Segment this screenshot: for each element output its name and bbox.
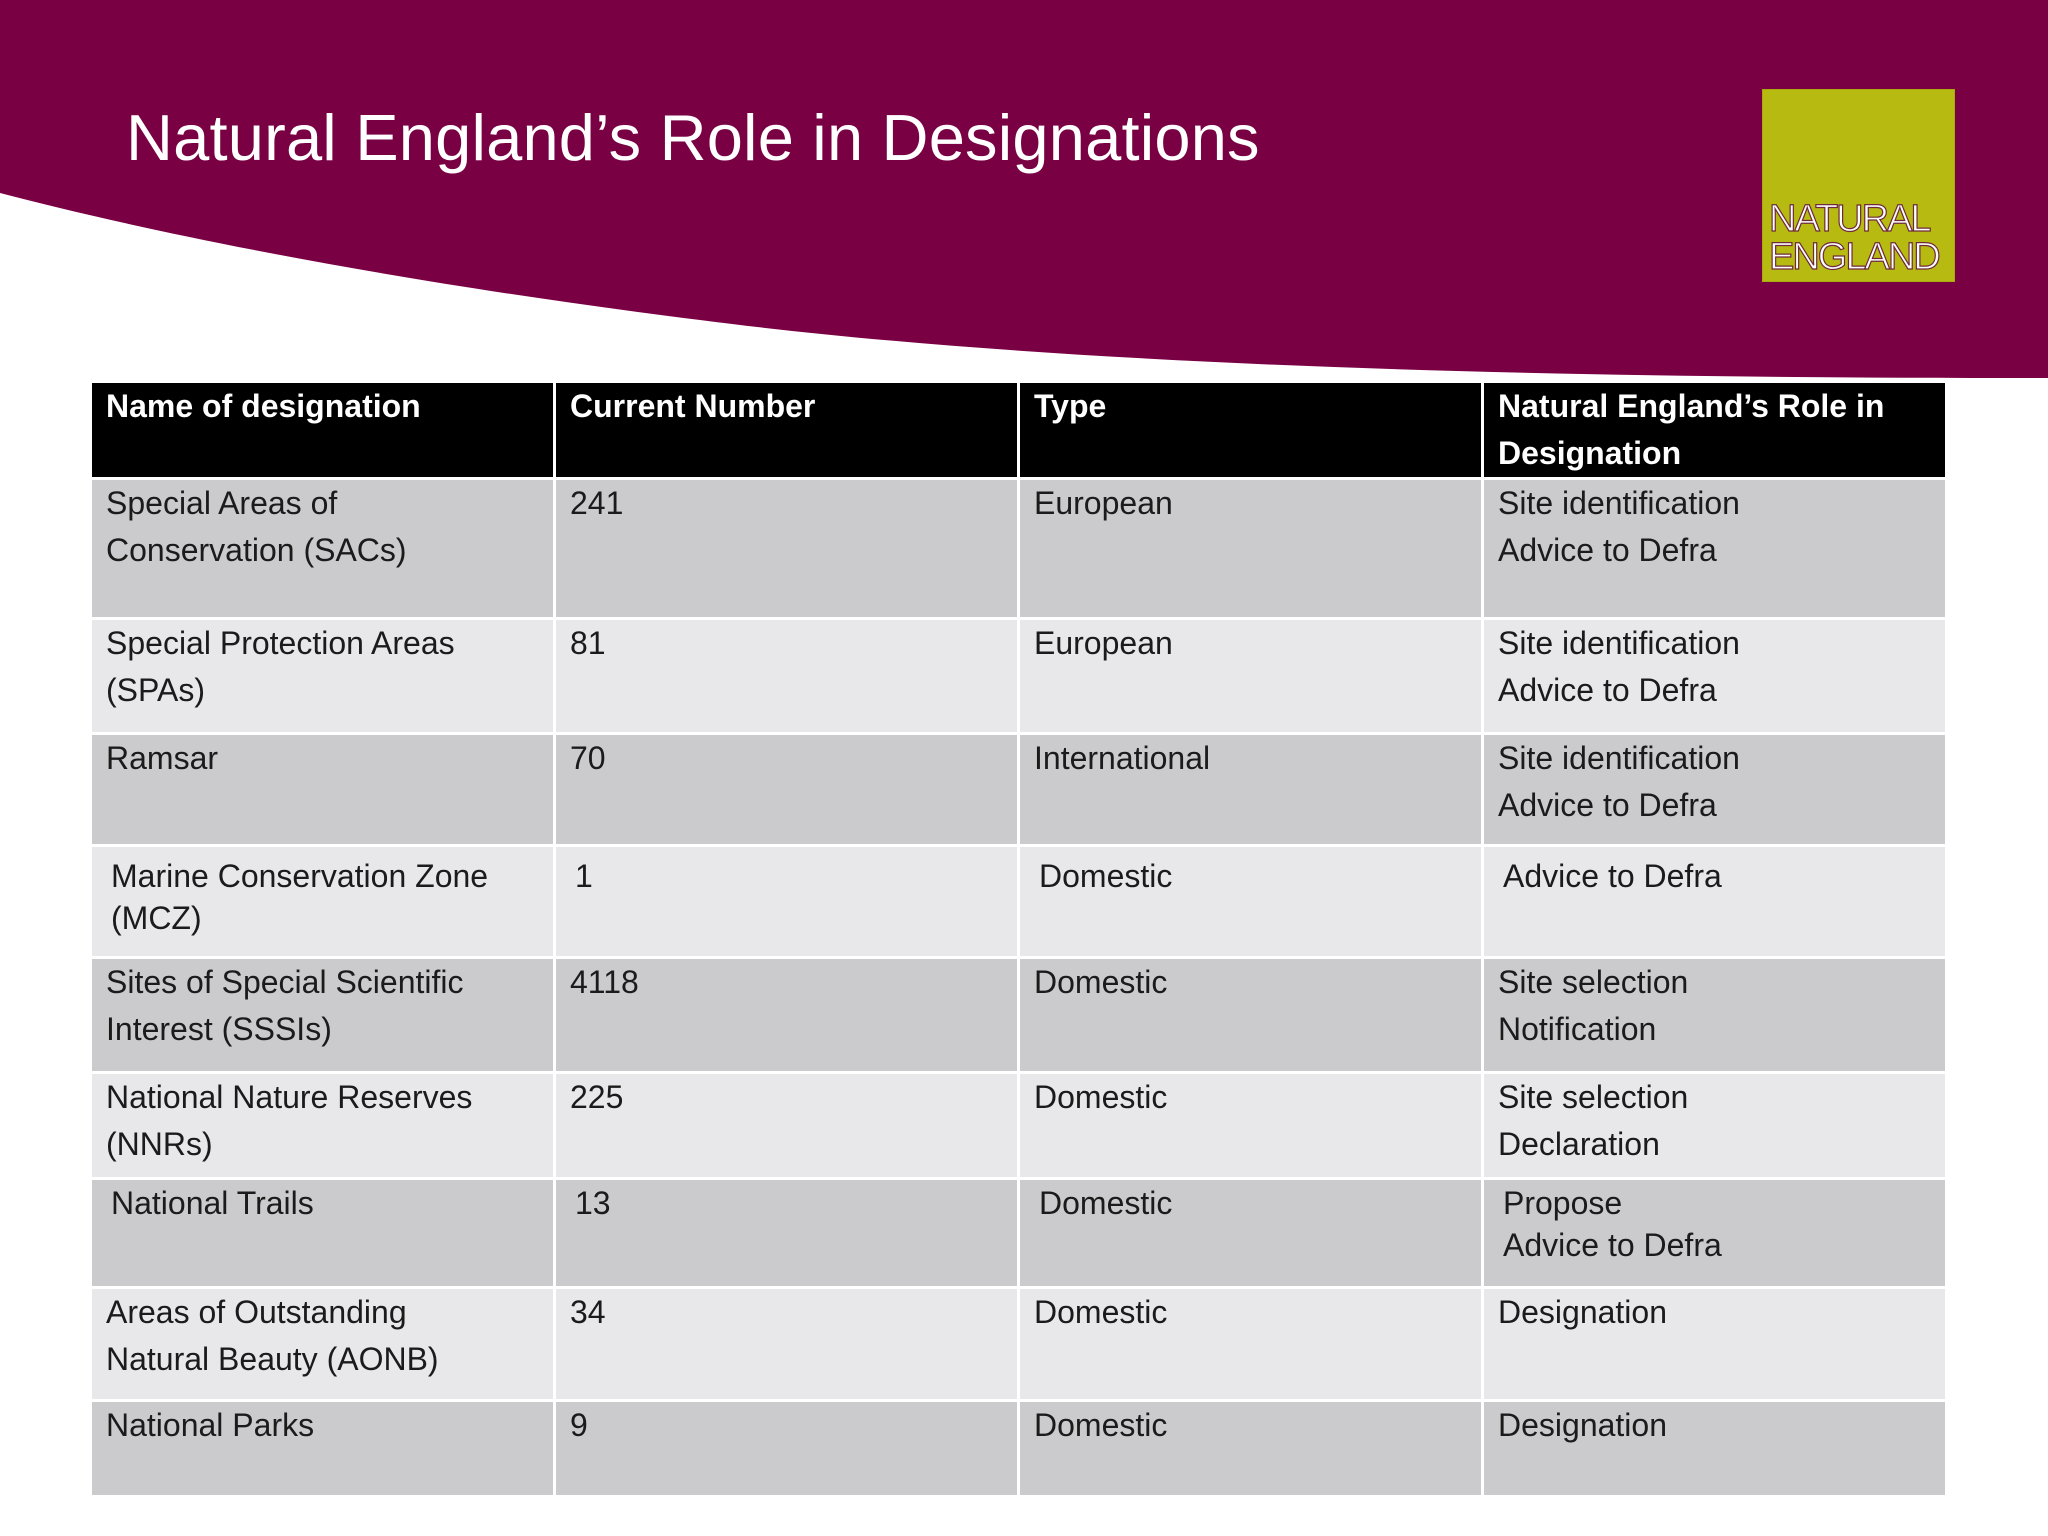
table-header-row: Name of designation Current Number Type … [89, 380, 1948, 480]
cell-type: Domestic [1017, 1071, 1484, 1180]
cell-type: European [1017, 477, 1484, 620]
cell-name: Special Areas of Conservation (SACs) [89, 477, 556, 620]
cell-number: 13 [553, 1177, 1020, 1289]
header-name: Name of designation [89, 380, 556, 480]
cell-name: Sites of Special Scientific Interest (SS… [89, 956, 556, 1074]
cell-type: European [1017, 617, 1484, 735]
natural-england-logo: NATURAL ENGLAND [1762, 89, 1955, 282]
cell-type: Domestic [1017, 1399, 1484, 1498]
cell-role: Propose Advice to Defra [1481, 1177, 1948, 1289]
cell-number: 241 [553, 477, 1020, 620]
cell-role: Designation [1481, 1399, 1948, 1498]
cell-type: Domestic [1017, 956, 1484, 1074]
cell-name: Ramsar [89, 732, 556, 847]
cell-type: Domestic [1017, 844, 1484, 959]
cell-number: 1 [553, 844, 1020, 959]
table-row: Special Protection Areas (SPAs) 81 Europ… [89, 617, 1948, 735]
cell-name: Special Protection Areas (SPAs) [89, 617, 556, 735]
cell-name: National Parks [89, 1399, 556, 1498]
cell-number: 4118 [553, 956, 1020, 1074]
table-row: Marine Conservation Zone (MCZ) 1 Domesti… [89, 844, 1948, 959]
cell-number: 81 [553, 617, 1020, 735]
cell-number: 9 [553, 1399, 1020, 1498]
cell-role: Designation [1481, 1286, 1948, 1402]
cell-role: Site identification Advice to Defra [1481, 477, 1948, 620]
designations-table: Name of designation Current Number Type … [89, 380, 1948, 1498]
table-row: National Trails 13 Domestic Propose Advi… [89, 1177, 1948, 1289]
cell-type: Domestic [1017, 1286, 1484, 1402]
header-current-number: Current Number [553, 380, 1020, 480]
logo-text: NATURAL ENGLAND [1768, 198, 1941, 278]
cell-number: 225 [553, 1071, 1020, 1180]
cell-role: Site selection Notification [1481, 956, 1948, 1074]
cell-role: Advice to Defra [1481, 844, 1948, 959]
header-type: Type [1017, 380, 1484, 480]
cell-role: Site identification Advice to Defra [1481, 732, 1948, 847]
cell-name: Marine Conservation Zone (MCZ) [89, 844, 556, 959]
cell-name: National Trails [89, 1177, 556, 1289]
table-row: Sites of Special Scientific Interest (SS… [89, 956, 1948, 1074]
table-row: Ramsar 70 International Site identificat… [89, 732, 1948, 847]
cell-type: Domestic [1017, 1177, 1484, 1289]
cell-role: Site selection Declaration [1481, 1071, 1948, 1180]
header-role: Natural England’s Role in Designation [1481, 380, 1948, 480]
table-row: National Nature Reserves (NNRs) 225 Dome… [89, 1071, 1948, 1180]
cell-type: International [1017, 732, 1484, 847]
table-row: National Parks 9 Domestic Designation [89, 1399, 1948, 1498]
cell-number: 34 [553, 1286, 1020, 1402]
table-row: Areas of Outstanding Natural Beauty (AON… [89, 1286, 1948, 1402]
cell-role: Site identification Advice to Defra [1481, 617, 1948, 735]
title-banner [0, 0, 2048, 378]
cell-number: 70 [553, 732, 1020, 847]
cell-name: Areas of Outstanding Natural Beauty (AON… [89, 1286, 556, 1402]
table-row: Special Areas of Conservation (SACs) 241… [89, 477, 1948, 620]
banner-shape [0, 0, 2048, 378]
cell-name: National Nature Reserves (NNRs) [89, 1071, 556, 1180]
slide-title: Natural England’s Role in Designations [126, 101, 1260, 174]
